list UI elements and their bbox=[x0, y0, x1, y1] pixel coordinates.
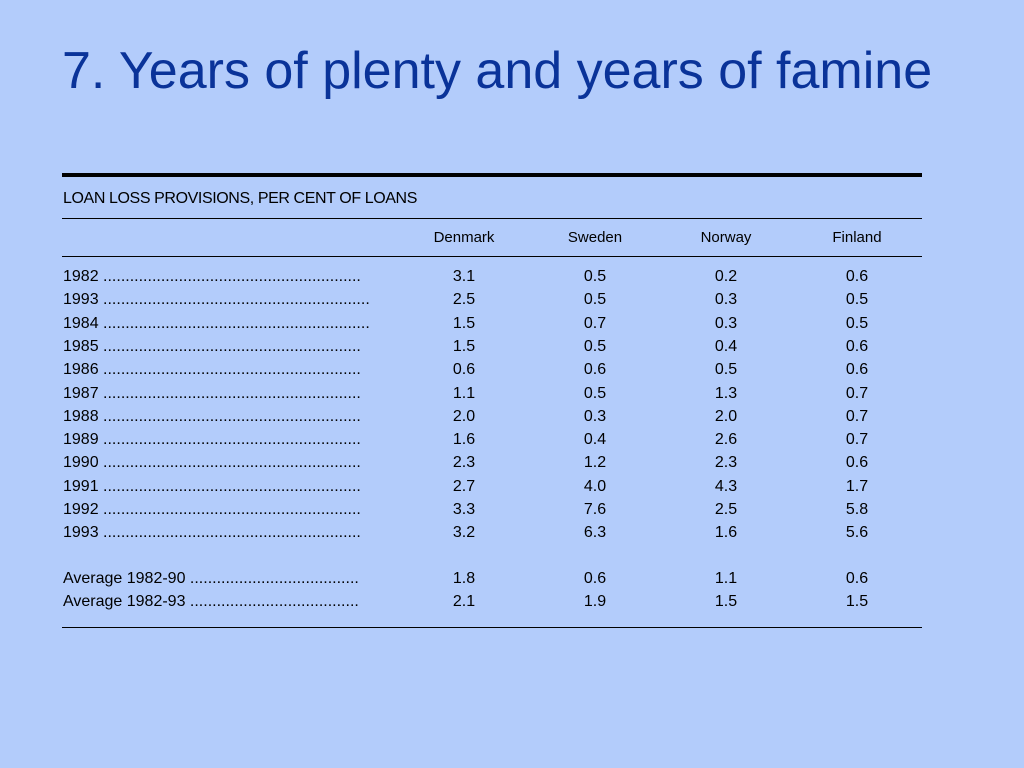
cell-norway: 1.6 bbox=[714, 524, 738, 542]
column-header-sweden: Sweden bbox=[567, 229, 623, 246]
cell-sweden: 0.4 bbox=[583, 431, 607, 449]
cell-norway: 1.5 bbox=[714, 593, 738, 611]
cell-sweden: 0.7 bbox=[583, 314, 607, 332]
page-title: 7. Years of plenty and years of famine bbox=[62, 42, 933, 100]
row-label: 1987 ...................................… bbox=[63, 384, 361, 402]
cell-sweden: 1.2 bbox=[583, 454, 607, 472]
average-row: Average 1982-90 ........................… bbox=[0, 570, 1024, 593]
row-label: 1990 ...................................… bbox=[63, 454, 361, 472]
cell-norway: 2.0 bbox=[714, 407, 738, 425]
cell-finland: 0.6 bbox=[845, 337, 869, 355]
row-label: 1991 ...................................… bbox=[63, 477, 361, 495]
table-row: 1990 ...................................… bbox=[0, 454, 1024, 477]
cell-finland: 0.7 bbox=[845, 407, 869, 425]
row-label: 1989 ...................................… bbox=[63, 431, 361, 449]
row-label: 1992 ...................................… bbox=[63, 501, 361, 518]
cell-finland: 5.6 bbox=[845, 524, 869, 542]
table-bottom-rule bbox=[62, 627, 922, 628]
cell-finland: 0.5 bbox=[845, 314, 869, 332]
cell-denmark: 2.0 bbox=[452, 407, 476, 425]
row-label: 1984 ...................................… bbox=[63, 314, 370, 332]
cell-finland: 0.6 bbox=[845, 268, 869, 285]
table-row: 1992 ...................................… bbox=[0, 501, 1024, 524]
cell-denmark: 0.6 bbox=[452, 361, 476, 379]
cell-finland: 0.6 bbox=[845, 570, 869, 587]
cell-norway: 1.1 bbox=[714, 570, 738, 587]
table-row: 1993 ...................................… bbox=[0, 291, 1024, 314]
row-label: 1993 ...................................… bbox=[63, 291, 370, 309]
title-divider bbox=[62, 173, 922, 177]
cell-sweden: 6.3 bbox=[583, 524, 607, 542]
table-row: 1991 ...................................… bbox=[0, 478, 1024, 501]
cell-sweden: 0.5 bbox=[583, 337, 607, 355]
cell-denmark: 1.6 bbox=[452, 431, 476, 449]
column-header-finland: Finland bbox=[832, 229, 882, 246]
row-label: Average 1982-93 ........................… bbox=[63, 593, 359, 611]
row-label: 1982 ...................................… bbox=[63, 268, 361, 285]
row-label: 1988 ...................................… bbox=[63, 407, 361, 425]
cell-norway: 0.2 bbox=[714, 268, 738, 285]
column-header-norway: Norway bbox=[700, 229, 752, 246]
cell-sweden: 7.6 bbox=[583, 501, 607, 518]
table-top-rule bbox=[62, 218, 922, 219]
cell-norway: 4.3 bbox=[714, 477, 738, 495]
cell-denmark: 2.3 bbox=[452, 454, 476, 472]
cell-norway: 0.3 bbox=[714, 291, 738, 309]
cell-finland: 0.5 bbox=[845, 291, 869, 309]
cell-denmark: 2.7 bbox=[452, 477, 476, 495]
cell-sweden: 0.3 bbox=[583, 407, 607, 425]
table-row: 1993 ...................................… bbox=[0, 524, 1024, 547]
table-row: 1985 ...................................… bbox=[0, 338, 1024, 361]
cell-denmark: 2.5 bbox=[452, 291, 476, 309]
cell-sweden: 0.5 bbox=[583, 384, 607, 402]
cell-norway: 1.3 bbox=[714, 384, 738, 402]
cell-finland: 0.6 bbox=[845, 361, 869, 379]
table-caption: LOAN LOSS PROVISIONS, PER CENT OF LOANS bbox=[63, 190, 417, 207]
cell-denmark: 3.1 bbox=[452, 268, 476, 285]
cell-denmark: 1.5 bbox=[452, 337, 476, 355]
table-row: 1984 ...................................… bbox=[0, 315, 1024, 338]
cell-sweden: 1.9 bbox=[583, 593, 607, 611]
cell-sweden: 0.6 bbox=[583, 361, 607, 379]
cell-sweden: 0.6 bbox=[583, 570, 607, 587]
cell-denmark: 3.2 bbox=[452, 524, 476, 542]
cell-finland: 5.8 bbox=[845, 501, 869, 518]
cell-finland: 0.7 bbox=[845, 431, 869, 449]
cell-norway: 2.3 bbox=[714, 454, 738, 472]
cell-norway: 2.5 bbox=[714, 501, 738, 518]
cell-denmark: 1.5 bbox=[452, 314, 476, 332]
table-row: 1989 ...................................… bbox=[0, 431, 1024, 454]
cell-denmark: 3.3 bbox=[452, 501, 476, 518]
average-row: Average 1982-93 ........................… bbox=[0, 593, 1024, 616]
cell-finland: 0.6 bbox=[845, 454, 869, 472]
cell-norway: 0.3 bbox=[714, 314, 738, 332]
cell-norway: 0.4 bbox=[714, 337, 738, 355]
row-label: 1985 ...................................… bbox=[63, 337, 361, 355]
cell-denmark: 1.8 bbox=[452, 570, 476, 587]
cell-finland: 0.7 bbox=[845, 384, 869, 402]
cell-sweden: 0.5 bbox=[583, 291, 607, 309]
table-row: 1987 ...................................… bbox=[0, 385, 1024, 408]
cell-sweden: 4.0 bbox=[583, 477, 607, 495]
cell-norway: 0.5 bbox=[714, 361, 738, 379]
cell-denmark: 2.1 bbox=[452, 593, 476, 611]
cell-finland: 1.7 bbox=[845, 477, 869, 495]
table-row: 1988 ...................................… bbox=[0, 408, 1024, 431]
cell-norway: 2.6 bbox=[714, 431, 738, 449]
cell-denmark: 1.1 bbox=[452, 384, 476, 402]
cell-sweden: 0.5 bbox=[583, 268, 607, 285]
table-row: 1982 ...................................… bbox=[0, 268, 1024, 291]
row-label: Average 1982-90 ........................… bbox=[63, 570, 359, 587]
table-row: 1986 ...................................… bbox=[0, 361, 1024, 384]
column-header-denmark: Denmark bbox=[433, 229, 495, 246]
table-header-rule bbox=[62, 256, 922, 257]
row-label: 1993 ...................................… bbox=[63, 524, 361, 542]
row-label: 1986 ...................................… bbox=[63, 361, 361, 379]
cell-finland: 1.5 bbox=[845, 593, 869, 611]
